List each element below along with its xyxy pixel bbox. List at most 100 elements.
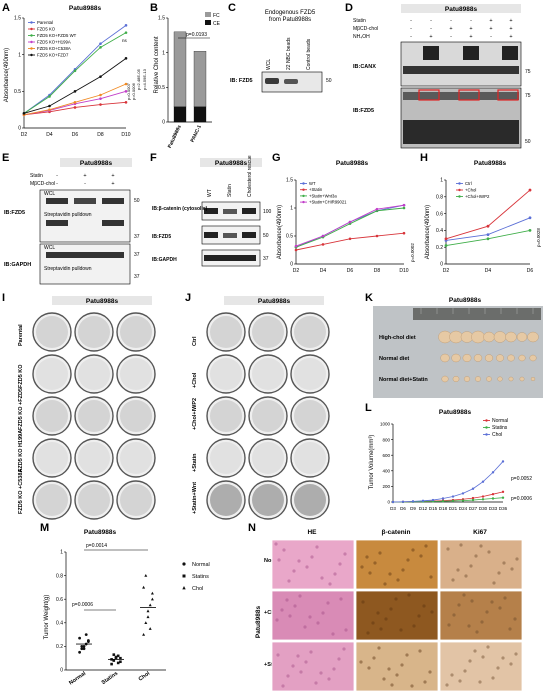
histology-n-tile-0-1 bbox=[355, 539, 439, 590]
panel-letter-e: E bbox=[2, 152, 10, 164]
blot-d-sign-2-1: + bbox=[429, 34, 432, 40]
I-plates-plate-fill-1-2 bbox=[120, 358, 152, 390]
histology-n-cell-0-2-5 bbox=[497, 571, 501, 575]
chart-b-bar-1-0 bbox=[193, 106, 207, 123]
chart-m-point-2-6 bbox=[144, 574, 148, 577]
histology-n-cell-0-0-0 bbox=[274, 542, 278, 546]
H-plot-xtick-label-2: D6 bbox=[527, 268, 534, 274]
histology-n-tile-0-0 bbox=[271, 539, 355, 590]
A-plot-ytick-label-3: 1.5 bbox=[14, 16, 21, 22]
A-plot-xtick-label-2: D6 bbox=[72, 132, 79, 138]
histology-n-cell-2-0-4 bbox=[314, 681, 318, 685]
photo-k-tumor-2-1 bbox=[452, 375, 460, 382]
chart-a-stat-1: p=0.0007 bbox=[126, 82, 131, 100]
chart-m-legend-label-2: Chol bbox=[192, 586, 203, 592]
G-plot-ytick-label-3: 1.5 bbox=[286, 178, 293, 184]
histology-n-cell-2-1-2 bbox=[359, 660, 363, 664]
blot-f-mw-1: 100 bbox=[263, 209, 272, 215]
J-plates-plate-fill-3-2 bbox=[294, 442, 326, 474]
G-plot-xtick-label-1: D4 bbox=[320, 268, 327, 274]
I-plates-plate-fill-2-2 bbox=[120, 400, 152, 432]
blot-e-row-2: MβCD-chol bbox=[30, 181, 55, 187]
G-legend-marker-3 bbox=[302, 200, 305, 204]
L-plot-ytick-label-1: 200 bbox=[382, 484, 390, 489]
histology-n-cell-1-2-4 bbox=[485, 610, 489, 614]
J-plates-plate-fill-2-2 bbox=[294, 400, 326, 432]
histology-n-cell-0-2-8 bbox=[492, 581, 496, 585]
A-plot-point-3-3 bbox=[99, 97, 102, 100]
I-plates-row-label-4: FZD5 KO +C538A bbox=[18, 469, 24, 514]
chart-b-ylabel: Relative Chol content bbox=[154, 36, 160, 93]
chart-m-point-1-0 bbox=[110, 662, 113, 666]
A-plot-point-5-1 bbox=[48, 104, 51, 108]
blot-f-lane-2: Statin bbox=[227, 184, 233, 197]
chart-m-legend-label-0: Normal bbox=[192, 562, 210, 568]
panel-letter-d: D bbox=[345, 2, 353, 14]
blot-d-sign-0-2: - bbox=[450, 18, 452, 24]
H-legend-label-0: Ctrl bbox=[465, 181, 472, 186]
chart-m-p1: p=0.0014 bbox=[86, 543, 107, 549]
G-legend-label-1: +Statin bbox=[309, 187, 323, 192]
chart-m-point-1-7 bbox=[114, 655, 118, 659]
histology-n-cell-2-1-6 bbox=[377, 646, 381, 650]
blot-f-mw-3: 37 bbox=[263, 256, 269, 262]
histology-n-cell-0-0-2 bbox=[320, 576, 324, 580]
blot-f-ib-gapdh: IB:GAPDH bbox=[152, 257, 177, 263]
I-plates-plate-fill-4-1 bbox=[78, 484, 110, 516]
A-plot-series-4 bbox=[23, 83, 127, 116]
G-plot-point-1-1 bbox=[321, 243, 325, 246]
L-plot-xtick-label-7: D24 bbox=[459, 506, 468, 511]
J-plates-plate-fill-3-0 bbox=[210, 442, 242, 474]
chart-m-point-0-9 bbox=[87, 640, 90, 644]
histology-n-cell-1-2-2 bbox=[513, 617, 517, 621]
chart-m-ylabel: Tumor Weight(g) bbox=[44, 595, 50, 640]
L-plot-xtick-label-4: D15 bbox=[429, 506, 438, 511]
blot-d-sign-1-1: - bbox=[430, 26, 432, 32]
A-legend-marker-2 bbox=[30, 34, 33, 37]
A-plot-point-4-4 bbox=[124, 82, 128, 86]
histology-n-cell-2-2-8 bbox=[514, 652, 518, 656]
L-plot-xtick-label-0: D3 bbox=[390, 506, 396, 511]
histology-n-cell-2-1-0 bbox=[387, 667, 391, 671]
H-plot-point-2-1 bbox=[486, 237, 490, 241]
plates-j: Patu8988s Ctrl +Chol +Chol+IWP2 +Statin +Sta… bbox=[192, 296, 330, 520]
L-plot-point-2-2 bbox=[411, 500, 415, 503]
L-plot-xtick-label-8: D27 bbox=[469, 506, 478, 511]
I-plates-plate-fill-0-0 bbox=[36, 316, 68, 348]
chart-m-point-0-2 bbox=[82, 645, 86, 648]
chart-b-legend-fc: FC bbox=[213, 13, 220, 19]
histology-n-cell-2-0-9 bbox=[281, 684, 285, 688]
chart-l-ylabel: Tumor Volume(mm³) bbox=[369, 435, 375, 490]
histology-n-cell-1-0-9 bbox=[344, 628, 348, 632]
chart-m-ytick-label-1: 0.2 bbox=[56, 644, 63, 650]
A-plot-point-2-4 bbox=[124, 31, 128, 34]
blot-e-sign-1-1: - bbox=[84, 181, 86, 187]
L-plot-point-2-11 bbox=[501, 460, 505, 463]
histology-n-cell-0-2-2 bbox=[502, 561, 506, 565]
histology-n-cell-0-0-12 bbox=[328, 582, 332, 586]
chart-b: Relative Chol content 0 0.5 1 1.5 Patu8988s P… bbox=[154, 12, 221, 149]
histology-n-cell-1-1-0 bbox=[376, 611, 380, 615]
histology-n-cell-1-2-1 bbox=[490, 600, 494, 604]
histology-n-cell-1-1-13 bbox=[379, 627, 383, 631]
L-plot-ytick-label-4: 800 bbox=[382, 437, 390, 442]
I-plates-plate-fill-4-2 bbox=[120, 484, 152, 516]
L-plot-point-2-3 bbox=[421, 499, 425, 503]
L-plot-point-0-11 bbox=[501, 490, 505, 494]
histology-n-cell-2-2-9 bbox=[463, 669, 467, 673]
blot-f-title: Patu8988s bbox=[215, 160, 248, 167]
photo-k-row-2: Normal diet bbox=[379, 356, 409, 362]
histology-n-cell-1-0-5 bbox=[326, 601, 330, 605]
histology-n-cell-2-2-4 bbox=[496, 666, 500, 670]
J-plates-row-label-4: +Statin+Wnt bbox=[192, 482, 198, 514]
histology-n-cell-1-0-1 bbox=[308, 615, 312, 619]
chart-g-title: Patu8988s bbox=[336, 160, 369, 167]
blot-d-ib-canx: IB:CANX bbox=[353, 64, 376, 70]
histology-n-cell-1-2-6 bbox=[457, 603, 461, 607]
blot-e-label-wcl: WCL bbox=[44, 191, 55, 197]
histology-n-cell-2-2-12 bbox=[458, 679, 462, 683]
histology-n-cell-0-1-9 bbox=[424, 544, 428, 548]
H-legend-label-1: +Chol bbox=[465, 188, 476, 193]
A-legend-marker-1 bbox=[30, 27, 33, 31]
L-legend-marker-1 bbox=[485, 426, 488, 429]
